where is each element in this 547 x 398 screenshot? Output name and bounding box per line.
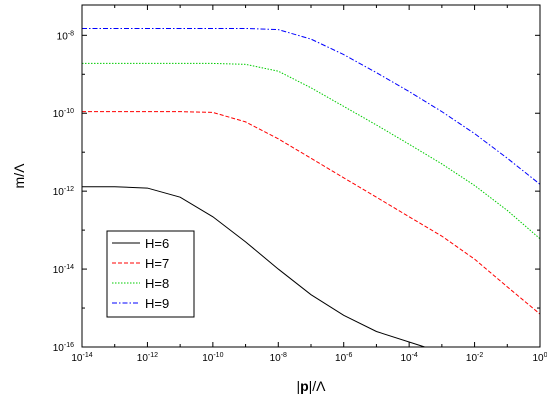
x-axis-title-post: |/Λ xyxy=(309,378,327,394)
y-tick-label-exp: -16 xyxy=(64,342,74,349)
x-tick-label-base: 10 xyxy=(400,353,412,364)
x-tick-label: 10-4 xyxy=(400,352,417,364)
series-line-h9 xyxy=(82,27,541,185)
series-layer xyxy=(82,27,541,348)
y-tick-label-base: 10 xyxy=(53,343,65,354)
x-tick-label-base: 10 xyxy=(270,353,282,364)
y-tick-label: 10-12 xyxy=(53,186,74,198)
x-tick-label-exp: 0 xyxy=(544,352,547,359)
x-tick-label-exp: -6 xyxy=(346,352,352,359)
ticks-layer: 10-14 10-12 10-10 10-8 10-6 10-4 10-2 10010-161… xyxy=(53,5,547,364)
y-axis-title: m/Λ xyxy=(11,163,27,189)
y-tick-label: 10-16 xyxy=(53,342,74,354)
series-line-h6 xyxy=(82,186,425,348)
y-tick-label: 10-8 xyxy=(57,30,74,42)
x-tick-label-exp: -8 xyxy=(281,352,287,359)
legend-items: H=6 H=7 H=8 H=9 xyxy=(112,236,169,311)
y-tick-label-base: 10 xyxy=(53,265,65,276)
x-tick-label: 10-14 xyxy=(71,352,92,364)
x-tick-label-exp: -12 xyxy=(148,352,158,359)
x-tick-label-base: 10 xyxy=(532,353,544,364)
x-tick-label-exp: -14 xyxy=(83,352,93,359)
x-axis-title: |p|/Λ xyxy=(296,378,326,394)
y-tick-label-base: 10 xyxy=(57,31,69,42)
series-line-h7 xyxy=(82,111,541,315)
x-tick-label-exp: -2 xyxy=(477,352,483,359)
x-tick-label: 10-12 xyxy=(137,352,158,364)
y-tick-label-exp: -14 xyxy=(64,264,74,271)
x-axis-title-bold: p xyxy=(300,378,309,394)
x-tick-label: 100 xyxy=(532,352,547,364)
x-tick-label-base: 10 xyxy=(202,353,214,364)
legend-label: H=7 xyxy=(145,256,169,271)
x-axis-title-pre: | xyxy=(296,378,300,394)
y-tick-label-exp: -8 xyxy=(68,30,74,37)
legend-box xyxy=(106,230,195,318)
legend-label: H=6 xyxy=(145,236,169,251)
x-tick-label: 10-10 xyxy=(202,352,223,364)
x-tick-label-base: 10 xyxy=(335,353,347,364)
x-tick-label-exp: -4 xyxy=(412,352,418,359)
x-tick-label-base: 10 xyxy=(466,353,478,364)
y-tick-label-base: 10 xyxy=(53,109,65,120)
x-tick-label: 10-8 xyxy=(270,352,287,364)
legend-label: H=9 xyxy=(145,296,169,311)
y-tick-label: 10-14 xyxy=(53,264,74,276)
x-tick-label-base: 10 xyxy=(137,353,149,364)
y-tick-label: 10-10 xyxy=(53,108,74,120)
y-tick-label-exp: -10 xyxy=(64,108,74,115)
legend: H=6 H=7 H=8 H=9 xyxy=(106,230,195,318)
x-tick-label-base: 10 xyxy=(71,353,83,364)
legend-label: H=8 xyxy=(145,276,169,291)
x-tick-label-exp: -10 xyxy=(213,352,223,359)
y-tick-label-base: 10 xyxy=(53,187,65,198)
x-tick-label: 10-2 xyxy=(466,352,483,364)
x-tick-label: 10-6 xyxy=(335,352,352,364)
y-tick-label-exp: -12 xyxy=(64,186,74,193)
